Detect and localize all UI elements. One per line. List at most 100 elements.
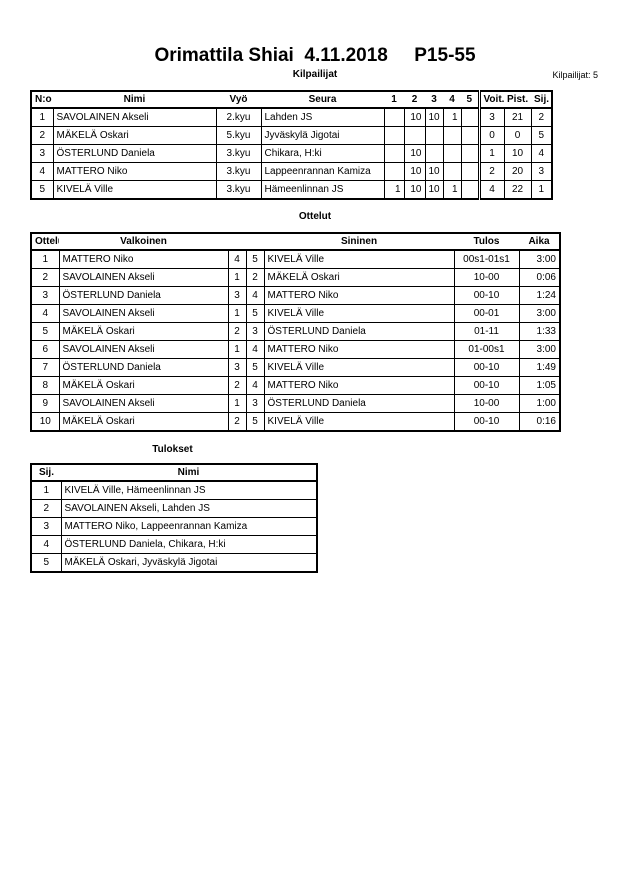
table-cell: 4	[30, 535, 62, 554]
table-cell: 2	[227, 376, 247, 395]
results-table: Sij. Nimi 1 KIVELÄ Ville, Hämeenlinnan JS 2 S…	[30, 463, 318, 573]
table-cell: 3:00	[518, 304, 561, 323]
column-header	[228, 232, 246, 251]
table-cell: 4	[530, 144, 553, 163]
table-row: 2 MÄKELÄ Oskari 5.kyu Jyväskylä Jigotai 0 0 5	[30, 126, 553, 145]
column-header: Pist.	[504, 90, 531, 109]
table-cell: 10	[403, 144, 426, 163]
table-cell: 1	[30, 480, 62, 500]
table-cell: 2	[477, 162, 505, 181]
table-cell: 5	[30, 322, 60, 341]
table-row: 3 ÖSTERLUND Daniela 3 4 MATTERO Niko 00-10 1:2…	[30, 286, 561, 305]
table-cell: 00-10	[453, 376, 520, 395]
column-header: Vyö	[216, 90, 261, 109]
table-cell: 1	[30, 107, 54, 127]
table-cell	[442, 144, 462, 163]
table-cell: 3	[245, 394, 265, 413]
table-cell: 3.kyu	[215, 144, 262, 163]
table-cell: 00-01	[453, 304, 520, 323]
column-header: 5	[461, 90, 479, 109]
table-row: 6 SAVOLAINEN Akseli 1 4 MATTERO Niko 01-00s1 3…	[30, 340, 561, 359]
table-cell: 10-00	[453, 268, 520, 287]
table-cell: MÄKELÄ Oskari	[52, 126, 217, 145]
column-header: 2	[404, 90, 425, 109]
table-cell: 4	[227, 249, 247, 269]
table-cell: 00s1-01s1	[453, 249, 520, 269]
table-cell: 10	[424, 162, 444, 181]
table-cell: SAVOLAINEN Akseli	[58, 304, 229, 323]
table-cell: Jyväskylä Jigotai	[260, 126, 385, 145]
table-row: 5 KIVELÄ Ville 3.kyu Hämeenlinnan JS 1 10 10 1 4…	[30, 180, 553, 200]
column-header: Voit.	[477, 90, 504, 109]
table-cell: 10	[424, 107, 444, 127]
table-cell: 22	[503, 180, 532, 200]
table-cell: 1	[227, 304, 247, 323]
table-cell: KIVELÄ Ville, Hämeenlinnan JS	[60, 480, 318, 500]
table-cell: MÄKELÄ Oskari	[58, 412, 229, 432]
table-cell: Chikara, H:ki	[260, 144, 385, 163]
table-cell: 1	[227, 268, 247, 287]
table-cell: SAVOLAINEN Akseli	[58, 394, 229, 413]
table-cell: KIVELÄ Ville	[263, 304, 455, 323]
table-row: 9 SAVOLAINEN Akseli 1 3 ÖSTERLUND Daniela 10-…	[30, 394, 561, 413]
table-cell: 10	[403, 107, 426, 127]
table-cell	[460, 126, 480, 145]
table-cell: 3	[227, 286, 247, 305]
table-cell: MATTERO Niko	[58, 249, 229, 269]
table-cell: 3	[30, 517, 62, 536]
column-header: N:o	[31, 90, 53, 109]
table-cell: 0:06	[518, 268, 561, 287]
table-cell: MATTERO Niko, Lappeenrannan Kamiza	[60, 517, 318, 536]
table-cell: 01-00s1	[453, 340, 520, 359]
table-cell: ÖSTERLUND Daniela	[58, 358, 229, 377]
table-cell: 10	[403, 162, 426, 181]
column-header	[246, 232, 264, 251]
column-header: 1	[384, 90, 404, 109]
column-header: Nimi	[53, 90, 216, 109]
table-cell: 3	[245, 322, 265, 341]
table-cell: 0:16	[518, 412, 561, 432]
table-cell: ÖSTERLUND Daniela, Chikara, H:ki	[60, 535, 318, 554]
table-cell: 5	[245, 358, 265, 377]
table-cell: 1	[227, 340, 247, 359]
table-row: 7 ÖSTERLUND Daniela 3 5 KIVELÄ Ville 00-10 1:4…	[30, 358, 561, 377]
matches-table: OtteluValkoinenSininenTulosAika1MATTERO …	[30, 232, 561, 432]
table-cell: 5	[245, 304, 265, 323]
table-cell: 10	[403, 180, 426, 200]
column-header: Seura	[261, 90, 384, 109]
column-header: Ottelu	[31, 232, 59, 251]
table-cell: 5	[30, 180, 54, 200]
table-cell: 4	[30, 162, 54, 181]
table-cell: MÄKELÄ Oskari	[263, 268, 455, 287]
table-cell: SAVOLAINEN Akseli	[52, 107, 217, 127]
table-cell: 1:24	[518, 286, 561, 305]
table-cell: 4	[245, 376, 265, 395]
table-cell: 1	[530, 180, 553, 200]
table-cell: 1:33	[518, 322, 561, 341]
table-row: 8 MÄKELÄ Oskari 2 4 MATTERO Niko 00-10 1:05	[30, 376, 561, 395]
section-title-competitors: Kilpailijat	[292, 69, 338, 80]
table-cell: KIVELÄ Ville	[263, 358, 455, 377]
table-cell: 10	[424, 180, 444, 200]
table-cell	[383, 144, 405, 163]
table-cell: 01-11	[453, 322, 520, 341]
table-cell	[460, 144, 480, 163]
table-cell: KIVELÄ Ville	[52, 180, 217, 200]
table-cell: 2	[30, 126, 54, 145]
table-cell: 21	[503, 107, 532, 127]
table-cell: 1	[383, 180, 405, 200]
table-cell	[383, 107, 405, 127]
table-cell: 10-00	[453, 394, 520, 413]
section-title-matches: Ottelut	[298, 211, 332, 222]
table-row: 4 MATTERO Niko 3.kyu Lappeenrannan Kamiza 10…	[30, 162, 553, 181]
table-cell: KIVELÄ Ville	[263, 249, 455, 269]
table-cell: 1	[442, 180, 462, 200]
table-cell	[442, 126, 462, 145]
table-cell: 1	[477, 144, 505, 163]
table-cell: 5	[30, 553, 62, 573]
table-cell: MÄKELÄ Oskari	[58, 322, 229, 341]
table-cell	[383, 162, 405, 181]
table-cell	[460, 180, 480, 200]
table-cell: 3	[30, 144, 54, 163]
table-cell	[460, 107, 480, 127]
